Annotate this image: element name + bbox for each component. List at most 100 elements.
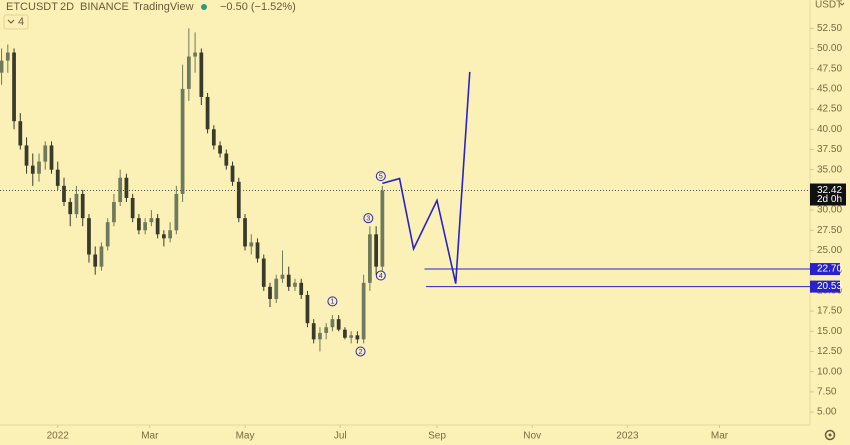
candle-body [105, 222, 110, 247]
countdown-label: 2d 0h [817, 194, 842, 205]
settings-icon[interactable] [824, 429, 836, 441]
wave-marker [375, 171, 386, 182]
indicator-toggle[interactable] [3, 14, 29, 30]
candle-body [24, 145, 29, 166]
y-tick-label: 7.50 [817, 387, 837, 398]
y-tick-label: 47.50 [817, 63, 842, 74]
candle-body [155, 218, 160, 235]
candle-body [93, 254, 98, 267]
candle-body [355, 335, 360, 340]
y-tick-label: 40.00 [817, 124, 842, 135]
candle-body [168, 230, 172, 239]
candle-body [205, 96, 210, 130]
wave-label: 3 [366, 215, 370, 222]
candle-body [230, 165, 235, 182]
candle-body [62, 185, 66, 202]
change: −0.50 (−1.52%) [220, 1, 296, 13]
x-tick-label: 2023 [616, 431, 639, 442]
wave-marker [327, 296, 338, 307]
x-tick-label: 2022 [47, 431, 70, 442]
candle-body [37, 161, 41, 174]
x-tick-label: Nov [523, 431, 541, 442]
x-tick-label: May [236, 431, 255, 442]
gear-center [828, 433, 832, 437]
candle-body [112, 201, 116, 223]
candle-body [30, 165, 35, 174]
y-tick-label: 45.00 [817, 84, 842, 95]
current-price-label: 32.42 [817, 185, 842, 196]
candle-body [55, 169, 60, 186]
candle-body [349, 335, 354, 338]
source: TradingView [133, 1, 194, 13]
y-tick-label: 50.00 [817, 43, 842, 54]
candle-body [99, 246, 104, 267]
projection-line [382, 71, 471, 284]
candle-body [68, 201, 73, 215]
symbol[interactable]: ETCUSDT [6, 1, 58, 13]
candle-body [280, 274, 285, 279]
y-tick-label: 5.00 [817, 407, 837, 418]
candle-body [368, 234, 372, 283]
candle-body [130, 197, 135, 219]
candle-body [43, 145, 48, 162]
candle-body [255, 242, 260, 259]
candle-body [87, 218, 91, 255]
interval[interactable]: 2D [60, 1, 74, 13]
candle-body [174, 193, 179, 231]
wave-label: 4 [379, 273, 383, 280]
y-tick-label: 10.00 [817, 366, 842, 377]
candle-body [343, 329, 347, 338]
candle-body [336, 319, 341, 330]
candle-body [224, 153, 229, 166]
candle-body [124, 177, 129, 198]
candle-body [211, 129, 216, 146]
candle-body [299, 282, 304, 295]
y-tick-label: 30.00 [817, 205, 842, 216]
level-label: 22.70 [817, 264, 842, 275]
y-tick-label: 17.50 [817, 306, 842, 317]
candle-body [180, 88, 185, 194]
currency[interactable]: USDT [815, 0, 842, 11]
candle-body [324, 327, 329, 333]
x-tick-label: Mar [141, 431, 159, 442]
candle-body [5, 52, 10, 61]
candle-body [0, 60, 4, 73]
market-status-dot [201, 4, 207, 10]
candle-body [162, 234, 166, 239]
wave-label: 5 [379, 173, 383, 180]
candle-body [143, 222, 148, 231]
candle-body [12, 52, 16, 122]
chevron-icon [7, 19, 15, 24]
candle-body [18, 121, 23, 146]
y-tick-label: 35.00 [817, 164, 842, 175]
y-tick-label: 42.50 [817, 104, 842, 115]
y-tick-label: 37.50 [817, 144, 842, 155]
y-tick-label: 15.00 [817, 326, 842, 337]
candle-body [286, 274, 291, 287]
candle-body [268, 286, 272, 299]
candle-body [199, 52, 204, 97]
level-box [810, 263, 840, 276]
candle-body [118, 177, 123, 202]
x-tick-label: Sep [428, 431, 446, 442]
candle-body [74, 193, 79, 215]
x-tick-label: Mar [711, 431, 729, 442]
candle-body [149, 218, 154, 223]
level-box [810, 280, 840, 293]
wave-marker [363, 213, 374, 224]
wave-label: 2 [359, 349, 363, 356]
y-tick-label: 25.00 [817, 245, 842, 256]
candle-body [243, 218, 247, 247]
candle-body [218, 145, 222, 154]
candle-body [261, 258, 266, 287]
x-tick-label: Jul [334, 431, 347, 442]
candle-body [193, 52, 197, 57]
candle-body [311, 323, 316, 340]
candle-body [274, 278, 279, 299]
wave-marker [375, 270, 386, 281]
wave-marker [355, 346, 366, 357]
level-label: 20.53 [817, 281, 842, 292]
candle-body [186, 56, 191, 89]
